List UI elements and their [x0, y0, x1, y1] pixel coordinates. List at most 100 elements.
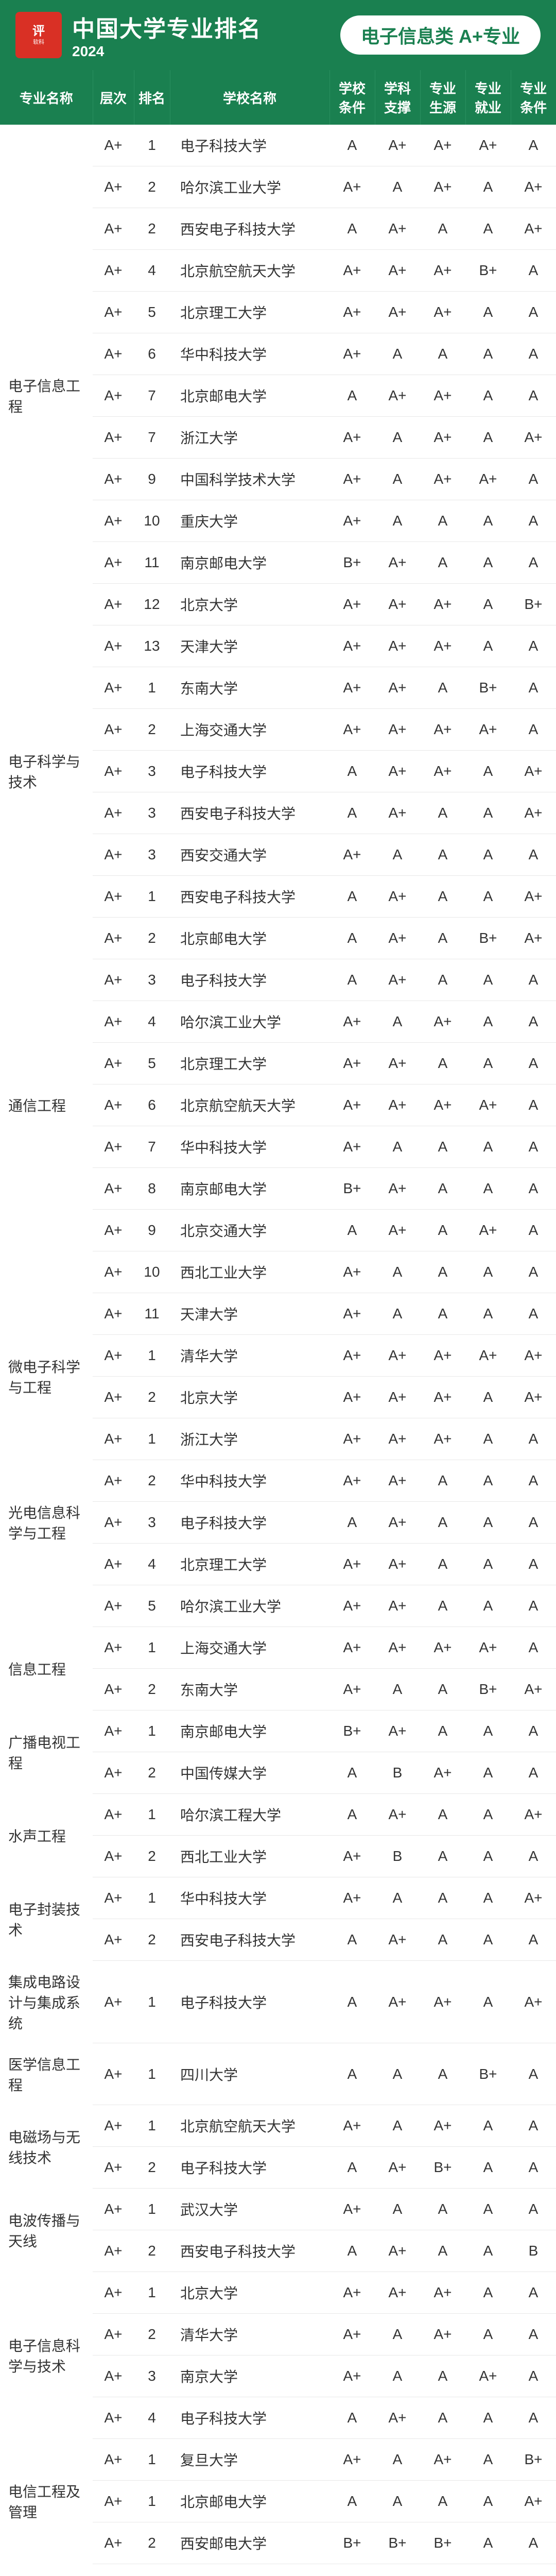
level-cell: A+: [93, 1752, 134, 1794]
score-cell: A: [329, 1210, 375, 1251]
level-cell: A+: [93, 1669, 134, 1710]
score-cell: A: [329, 2564, 375, 2576]
score-cell: A+: [375, 584, 420, 625]
rank-cell: 4: [134, 1001, 170, 1043]
score-cell: A+: [511, 751, 556, 792]
school-cell: 北京邮电大学: [170, 2481, 329, 2522]
score-cell: A+: [329, 1335, 375, 1377]
level-cell: A+: [93, 1877, 134, 1919]
rank-cell: 1: [134, 125, 170, 166]
rank-cell: 12: [134, 584, 170, 625]
school-cell: 南京大学: [170, 2355, 329, 2397]
score-cell: A: [465, 1377, 511, 1418]
score-cell: A: [420, 1919, 465, 1961]
score-cell: A+: [511, 1377, 556, 1418]
school-cell: 南京邮电大学: [170, 542, 329, 584]
level-cell: A+: [93, 1001, 134, 1043]
school-cell: 西安电子科技大学: [170, 792, 329, 834]
score-cell: A: [511, 667, 556, 709]
rank-cell: 1: [134, 1335, 170, 1377]
score-cell: A: [511, 959, 556, 1001]
level-cell: A+: [93, 1377, 134, 1418]
score-cell: B: [375, 1752, 420, 1794]
score-cell: A: [420, 1293, 465, 1335]
school-cell: 电子科技大学: [170, 2397, 329, 2439]
level-cell: A+: [93, 333, 134, 375]
score-cell: A+: [329, 459, 375, 500]
score-cell: A: [420, 1210, 465, 1251]
score-cell: A: [465, 2230, 511, 2272]
score-cell: A+: [420, 2314, 465, 2355]
score-cell: A+: [375, 1585, 420, 1627]
rank-cell: 10: [134, 1251, 170, 1293]
major-cell: 电波传播与天线: [0, 2189, 93, 2272]
score-cell: A+: [375, 1710, 420, 1752]
score-cell: A: [511, 1210, 556, 1251]
score-cell: A: [511, 2314, 556, 2355]
score-cell: A: [329, 876, 375, 918]
score-cell: A+: [375, 667, 420, 709]
rank-cell: 13: [134, 625, 170, 667]
rank-cell: 11: [134, 1293, 170, 1335]
score-cell: B+: [465, 667, 511, 709]
school-cell: 华中科技大学: [170, 1126, 329, 1168]
table-row: 信息工程A+1上海交通大学A+A+A+A+A: [0, 1627, 556, 1669]
score-cell: A+: [375, 2397, 420, 2439]
score-cell: A: [465, 834, 511, 876]
level-cell: A+: [93, 834, 134, 876]
table-row: 水声工程A+1哈尔滨工程大学AA+AAA+: [0, 1794, 556, 1836]
rank-cell: 1: [134, 1418, 170, 1460]
score-cell: A: [465, 2272, 511, 2314]
major-cell: 电子科学与技术: [0, 667, 93, 876]
score-cell: A+: [420, 1961, 465, 2043]
score-cell: A: [420, 542, 465, 584]
school-cell: 北京大学: [170, 584, 329, 625]
table-row: 电子科学与技术A+1东南大学A+A+AB+A: [0, 667, 556, 709]
score-cell: A: [511, 1585, 556, 1627]
score-cell: A+: [329, 1460, 375, 1502]
col-header: 学科支撑: [375, 70, 420, 125]
score-cell: A: [465, 2397, 511, 2439]
header-row: 专业名称层次排名学校名称学校条件学科支撑专业生源专业就业专业条件: [0, 70, 556, 125]
school-cell: 清华大学: [170, 1335, 329, 1377]
score-cell: A+: [511, 1877, 556, 1919]
score-cell: A+: [420, 125, 465, 166]
level-cell: A+: [93, 2439, 134, 2481]
major-cell: 电子信息工程: [0, 125, 93, 667]
score-cell: A: [465, 1126, 511, 1168]
score-cell: A: [465, 292, 511, 333]
school-cell: 重庆大学: [170, 500, 329, 542]
school-cell: 西安电子科技大学: [170, 2230, 329, 2272]
level-cell: A+: [93, 375, 134, 417]
score-cell: A+: [420, 1377, 465, 1418]
score-cell: A: [420, 1460, 465, 1502]
level-cell: A+: [93, 918, 134, 959]
school-cell: 北京航空航天大学: [170, 250, 329, 292]
score-cell: A+: [329, 2272, 375, 2314]
level-cell: A+: [93, 250, 134, 292]
score-cell: A+: [465, 2355, 511, 2397]
score-cell: A+: [329, 1043, 375, 1084]
level-cell: A+: [93, 1084, 134, 1126]
level-cell: A+: [93, 2189, 134, 2230]
score-cell: A: [511, 1752, 556, 1794]
school-cell: 电子科技大学: [170, 751, 329, 792]
score-cell: A+: [375, 1377, 420, 1418]
score-cell: A+: [375, 542, 420, 584]
score-cell: A+: [329, 834, 375, 876]
level-cell: A+: [93, 2230, 134, 2272]
score-cell: A+: [329, 1877, 375, 1919]
school-cell: 西北工业大学: [170, 1836, 329, 1877]
score-cell: A+: [420, 459, 465, 500]
rank-cell: 9: [134, 1210, 170, 1251]
score-cell: A: [511, 375, 556, 417]
major-cell: 电磁场与无线技术: [0, 2105, 93, 2189]
score-cell: B: [375, 2564, 420, 2576]
school-cell: 天津大学: [170, 1293, 329, 1335]
level-cell: A+: [93, 1836, 134, 1877]
rank-cell: 4: [134, 250, 170, 292]
score-cell: A+: [329, 1544, 375, 1585]
rank-cell: 1: [134, 1710, 170, 1752]
level-cell: A+: [93, 667, 134, 709]
score-cell: A+: [375, 751, 420, 792]
